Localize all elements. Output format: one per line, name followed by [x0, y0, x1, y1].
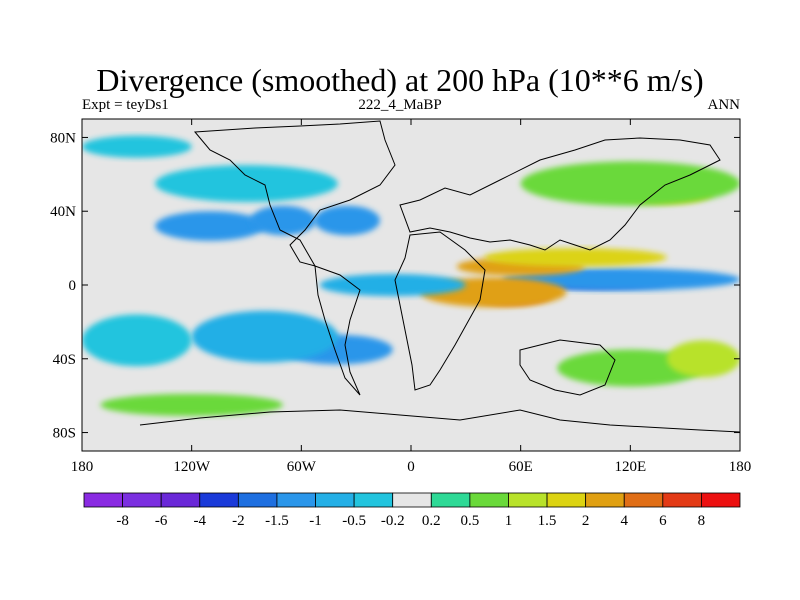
- coastline-south-america: [314, 265, 361, 396]
- colorbar-swatch-15: [662, 492, 702, 508]
- colorbar-swatch-5: [276, 492, 316, 508]
- x-tick-label: 60E: [509, 459, 533, 475]
- plot-title: Divergence (smoothed) at 200 hPa (10**6 …: [96, 62, 704, 98]
- x-tick-label: 120W: [173, 459, 211, 475]
- x-tick-label: 180: [71, 459, 94, 475]
- colorbar-swatch-8: [392, 492, 432, 508]
- x-tick-label: 180: [729, 459, 752, 475]
- colorbar: -8 -6 -4 -2 -1.5 -1 -0.5 -0.2 0.2 0.5 1 1.5 2 4 6 8: [83, 492, 741, 529]
- x-tick-label: 120E: [614, 459, 646, 475]
- colorbar-swatch-11: [508, 492, 548, 508]
- colorbar-swatch-1: [122, 492, 162, 508]
- coastline-eurasia: [399, 137, 721, 251]
- colorbar-swatch-9: [430, 492, 471, 508]
- colorbar-label: 1: [505, 513, 513, 529]
- colorbar-label: -0.2: [381, 513, 405, 529]
- colorbar-label: -1.5: [265, 513, 289, 529]
- colorbar-label: -0.5: [342, 513, 366, 529]
- colorbar-label: 4: [620, 513, 628, 529]
- colorbar-label: -1: [309, 513, 322, 529]
- colorbar-swatch-10: [469, 492, 509, 508]
- coastlines: [139, 120, 740, 433]
- y-tick-label: 0: [69, 278, 77, 294]
- colorbar-label: -4: [194, 513, 207, 529]
- divergence-blob-0: [155, 211, 265, 241]
- divergence-blob-19: [319, 273, 466, 297]
- colorbar-swatch-3: [199, 492, 239, 508]
- coastline-north-america: [193, 120, 396, 267]
- colorbar-label: -2: [232, 513, 245, 529]
- colorbar-label: 2: [582, 513, 590, 529]
- colorbar-label: 0.5: [461, 513, 480, 529]
- colorbar-label: 0.2: [422, 513, 441, 529]
- divergence-field: [82, 135, 740, 416]
- colorbar-swatch-12: [546, 492, 587, 508]
- y-tick-label: 40S: [53, 352, 76, 368]
- x-tick-label: 60W: [287, 459, 317, 475]
- x-tick-label: 0: [407, 459, 415, 475]
- experiment-label: Expt = teyDs1: [82, 97, 169, 113]
- divergence-blob-12: [520, 161, 740, 206]
- y-tick-label: 80N: [50, 130, 76, 146]
- divergence-blob-10: [484, 248, 667, 267]
- coastline-australia: [519, 339, 616, 396]
- colorbar-label: 1.5: [538, 513, 557, 529]
- colorbar-swatch-2: [160, 492, 201, 508]
- colorbar-label: -8: [116, 513, 129, 529]
- colorbar-label: 6: [659, 513, 667, 529]
- divergence-blob-16: [557, 349, 704, 387]
- colorbar-swatch-14: [623, 492, 664, 508]
- colorbar-label: -6: [155, 513, 168, 529]
- colorbar-label: 8: [698, 513, 706, 529]
- divergence-blob-14: [191, 310, 338, 363]
- colorbar-swatch-13: [585, 492, 625, 508]
- divergence-blob-4: [82, 135, 192, 158]
- y-tick-label: 40N: [50, 204, 76, 220]
- colorbar-swatch-16: [701, 492, 741, 508]
- divergence-blob-3: [155, 165, 338, 202]
- colorbar-swatch-4: [237, 492, 278, 508]
- divergence-blob-18: [100, 393, 284, 416]
- coastline-africa: [394, 231, 486, 391]
- divergence-blob-6: [502, 268, 740, 291]
- coastline-antarctica: [139, 409, 740, 433]
- map-axes: 180 120W 60W 0 60E 120E 180 80N 40N 0 40S 80S: [50, 119, 751, 475]
- season-label: ANN: [707, 97, 741, 113]
- divergence-blob-17: [666, 340, 740, 378]
- y-tick-label: 80S: [53, 426, 76, 442]
- divergence-blob-2: [314, 205, 380, 236]
- colorbar-swatch-0: [83, 492, 123, 508]
- colorbar-swatch-6: [315, 492, 355, 508]
- divergence-blob-15: [82, 314, 192, 367]
- period-label: 222_4_MaBP: [358, 97, 442, 113]
- divergence-blob-1: [250, 205, 316, 236]
- colorbar-swatch-7: [353, 492, 394, 508]
